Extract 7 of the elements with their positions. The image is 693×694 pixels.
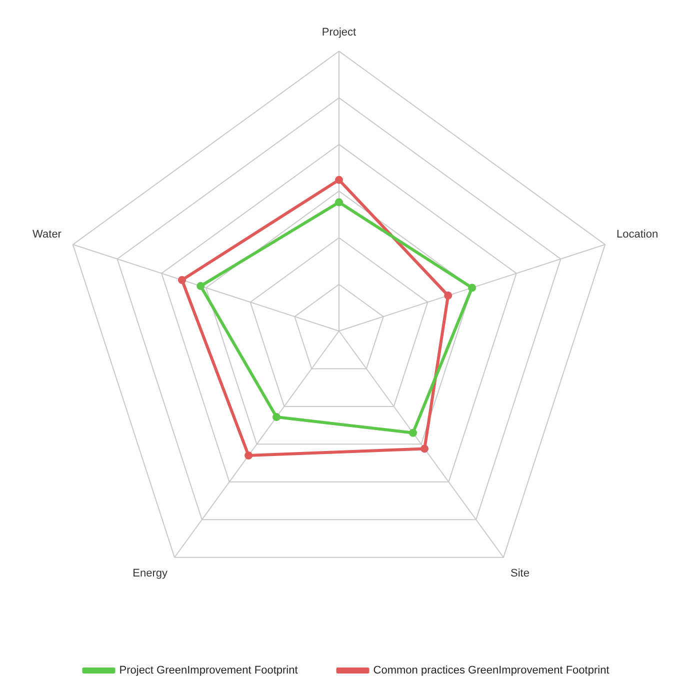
spoke-label: Energy — [132, 568, 168, 580]
legend-label: Project GreenImprovement Footprint — [119, 664, 298, 677]
spoke-label: Project — [322, 26, 356, 39]
spoke-label: Location — [616, 228, 658, 240]
spoke-label: Site — [510, 568, 530, 580]
spoke-label: Water — [32, 228, 62, 240]
legend-label: Common practices GreenImprovement Footprint — [373, 664, 610, 677]
